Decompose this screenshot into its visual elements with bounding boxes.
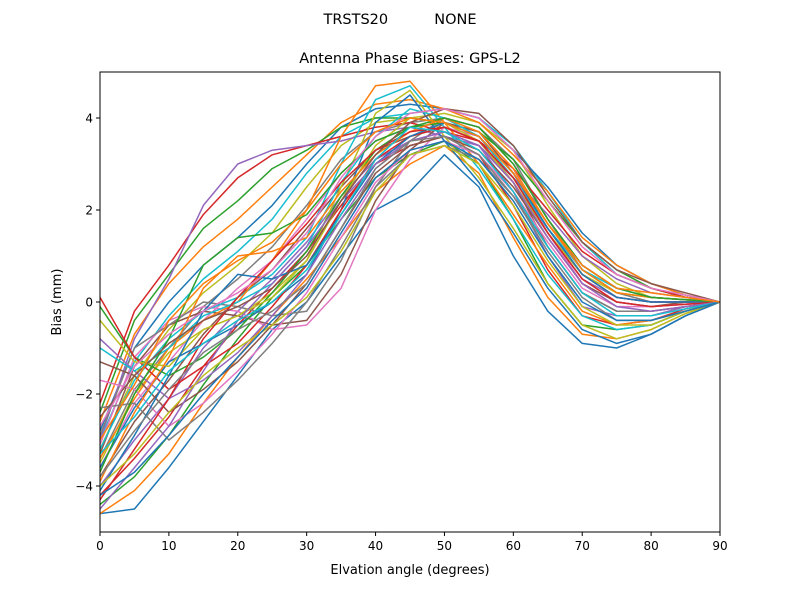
series-line-39 [100, 144, 720, 487]
y-axis-label: Bias (mm) [50, 269, 65, 336]
x-tick-label: 10 [161, 539, 176, 553]
y-axis: −4 −2 0 2 4 [75, 112, 100, 494]
x-tick-label: 30 [299, 539, 314, 553]
x-axis-label: Elvation angle (degrees) [330, 563, 489, 578]
x-tick-label: 0 [96, 539, 104, 553]
y-tick-label: 2 [85, 204, 93, 218]
series-line-40 [100, 126, 720, 455]
series-line-12 [100, 98, 720, 422]
series-line-41 [100, 140, 720, 496]
y-tick-label: 0 [85, 296, 93, 310]
y-tick-label: −2 [75, 388, 93, 402]
series-layer [100, 80, 720, 515]
series-line-37 [100, 108, 720, 427]
x-tick-label: 80 [643, 539, 658, 553]
series-line-1 [100, 154, 720, 515]
plot-area [99, 71, 721, 533]
chart-title: Antenna Phase Biases: GPS-L2 [299, 51, 521, 67]
x-tick-label: 90 [712, 539, 727, 553]
x-tick-label: 40 [368, 539, 383, 553]
series-line-34 [100, 126, 720, 501]
x-tick-label: 70 [575, 539, 590, 553]
series-line-42 [100, 117, 720, 441]
x-tick-label: 60 [506, 539, 521, 553]
x-tick-label: 50 [437, 539, 452, 553]
series-line-36 [100, 108, 720, 418]
figure-suptitle: TRSTS20 NONE [322, 12, 476, 28]
y-tick-label: −4 [75, 480, 93, 494]
x-axis: 0 10 20 30 40 50 60 70 80 90 [96, 532, 728, 553]
x-tick-label: 20 [230, 539, 245, 553]
y-tick-label: 4 [85, 112, 93, 126]
